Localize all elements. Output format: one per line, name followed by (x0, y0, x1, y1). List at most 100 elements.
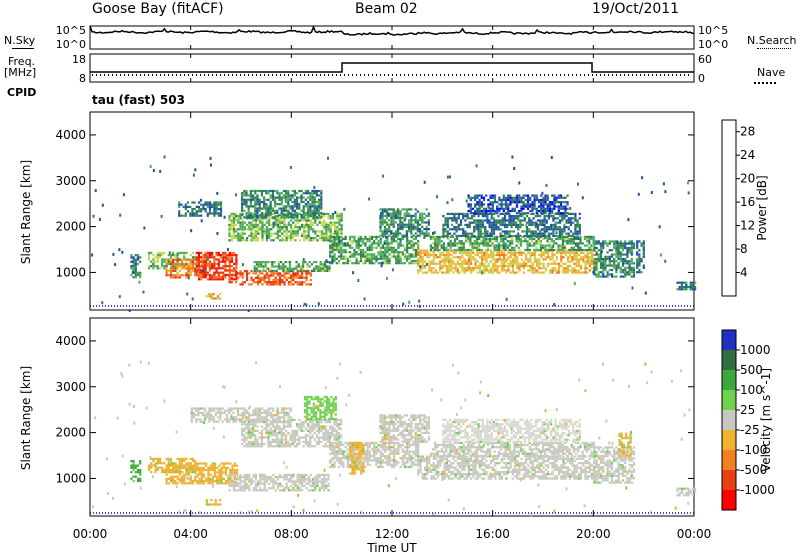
data-cell (406, 237, 409, 241)
data-cell (500, 244, 503, 247)
data-cell (628, 262, 631, 265)
data-cell (193, 212, 196, 215)
data-cell (624, 260, 627, 263)
data-cell (293, 198, 296, 201)
data-cell (515, 205, 519, 208)
data-cell (235, 223, 238, 226)
data-cell (519, 242, 523, 245)
data-cell (550, 240, 553, 243)
noise-cell (289, 166, 292, 169)
noise-cell (577, 236, 580, 240)
data-cell (217, 276, 220, 279)
data-cell (584, 262, 587, 265)
data-cell (313, 269, 316, 272)
data-cell (529, 205, 532, 208)
data-cell (263, 216, 266, 219)
data-cell (553, 207, 556, 210)
data-cell (642, 240, 645, 243)
data-cell (553, 242, 556, 245)
data-cell (619, 260, 622, 263)
data-cell (619, 268, 622, 272)
data-cell (456, 244, 459, 247)
data-cell (268, 283, 271, 286)
data-cell (163, 468, 166, 471)
data-cell (272, 484, 275, 487)
data-cell (442, 234, 445, 237)
data-cell (489, 207, 492, 210)
data-cell (427, 234, 430, 237)
data-cell (548, 205, 552, 208)
data-cell (252, 196, 255, 199)
data-cell (359, 253, 363, 256)
data-cell (537, 209, 541, 213)
data-cell (357, 248, 360, 252)
data-cell (599, 275, 603, 278)
data-cell (421, 260, 424, 263)
data-cell (222, 477, 225, 480)
data-cell (456, 262, 459, 265)
data-cell (340, 235, 343, 238)
data-cell (448, 253, 451, 257)
data-cell (566, 207, 569, 210)
data-cell (444, 221, 447, 224)
data-cell (390, 219, 393, 222)
data-cell (301, 478, 304, 481)
data-cell (556, 217, 559, 220)
data-cell (268, 278, 271, 282)
data-cell (226, 258, 229, 261)
data-cell (425, 232, 428, 235)
data-cell (139, 473, 142, 476)
data-cell (388, 253, 391, 256)
data-cell (348, 255, 352, 258)
data-cell (421, 271, 424, 274)
data-cell (528, 228, 531, 231)
data-cell (165, 258, 168, 261)
data-cell (276, 223, 279, 226)
data-cell (176, 477, 179, 480)
data-cell (252, 239, 255, 242)
data-cell (180, 462, 184, 465)
data-cell (489, 240, 492, 243)
data-cell (436, 248, 439, 252)
data-cell (307, 482, 310, 485)
noise-cell (489, 232, 492, 236)
data-cell (576, 219, 579, 222)
data-cell (180, 262, 184, 265)
data-cell (572, 240, 575, 243)
data-cell (301, 234, 304, 237)
data-cell (287, 480, 290, 483)
data-cell (547, 234, 551, 237)
data-cell (287, 487, 290, 490)
data-cell (260, 216, 263, 219)
data-cell (248, 487, 251, 490)
data-cell (474, 264, 477, 268)
data-cell (191, 466, 195, 469)
noise-cell (210, 163, 212, 167)
data-cell (290, 223, 293, 226)
data-cell (303, 473, 306, 476)
data-cell (511, 237, 514, 241)
data-cell (565, 232, 568, 235)
data-cell (246, 228, 249, 231)
data-cell (448, 251, 451, 254)
data-cell (257, 223, 260, 226)
beam-title: Beam 02 (355, 1, 418, 17)
data-cell (302, 196, 305, 199)
data-cell (379, 237, 382, 241)
data-cell (574, 217, 577, 220)
data-cell (264, 269, 267, 272)
data-cell (626, 273, 629, 276)
data-cell (604, 266, 607, 269)
data-cell (219, 293, 222, 296)
data-cell (224, 267, 227, 270)
data-cell (359, 255, 363, 258)
data-cell (219, 214, 223, 217)
data-cell (592, 237, 595, 241)
data-cell (531, 205, 534, 208)
data-cell (377, 251, 380, 254)
data-cell (219, 210, 223, 213)
data-cell (265, 478, 268, 481)
data-cell (302, 209, 305, 212)
data-cell (309, 209, 312, 212)
data-cell (401, 234, 404, 237)
